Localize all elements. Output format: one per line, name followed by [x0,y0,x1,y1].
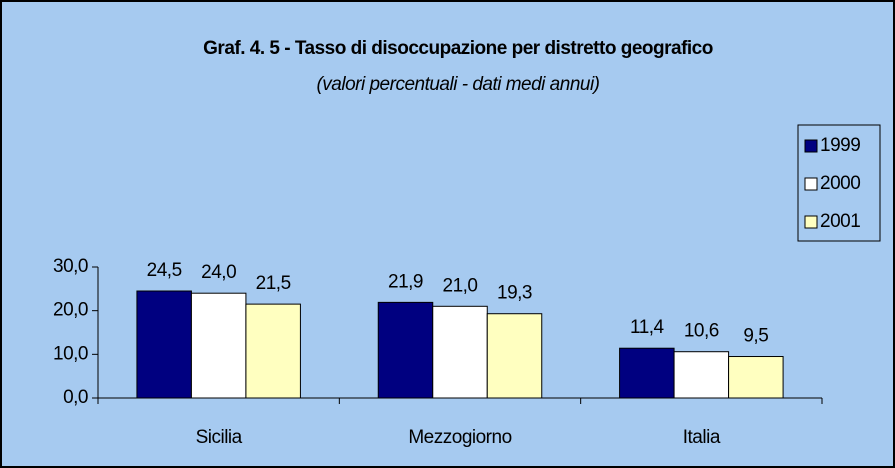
legend-label: 2000 [820,173,860,194]
x-tick-label: Mezzogiorno [408,427,511,448]
value-label: 24,5 [147,260,182,281]
value-label: 21,0 [443,275,478,296]
legend-swatch [804,177,818,191]
chart-subtitle: (valori percentuali - dati medi annui) [316,74,599,95]
bar [190,292,247,399]
bar [245,303,301,399]
value-label: 21,9 [388,271,423,292]
y-tick-label: 0,0 [63,387,88,408]
x-tick-label: Sicilia [196,427,243,448]
legend-swatch [804,139,818,153]
bar [136,290,192,399]
value-label: 9,5 [743,326,768,347]
value-label: 19,3 [497,283,532,304]
value-label: 24,0 [201,262,236,283]
legend-label: 2001 [820,211,860,232]
y-tick-label: 30,0 [53,256,88,277]
bar [673,351,730,399]
value-label: 11,4 [630,317,665,338]
y-tick-label: 20,0 [53,300,88,321]
value-label: 21,5 [256,273,291,294]
x-tick-label: Italia [683,427,721,448]
bar [728,356,784,399]
bar [619,347,675,399]
bar [486,313,543,399]
bar [432,305,488,399]
y-tick-label: 10,0 [53,343,88,364]
chart-title: Graf. 4. 5 - Tasso di disoccupazione per… [203,38,713,59]
legend-swatch [804,215,818,229]
value-label: 10,6 [684,321,719,342]
bar [377,301,434,399]
legend-label: 1999 [820,135,860,156]
